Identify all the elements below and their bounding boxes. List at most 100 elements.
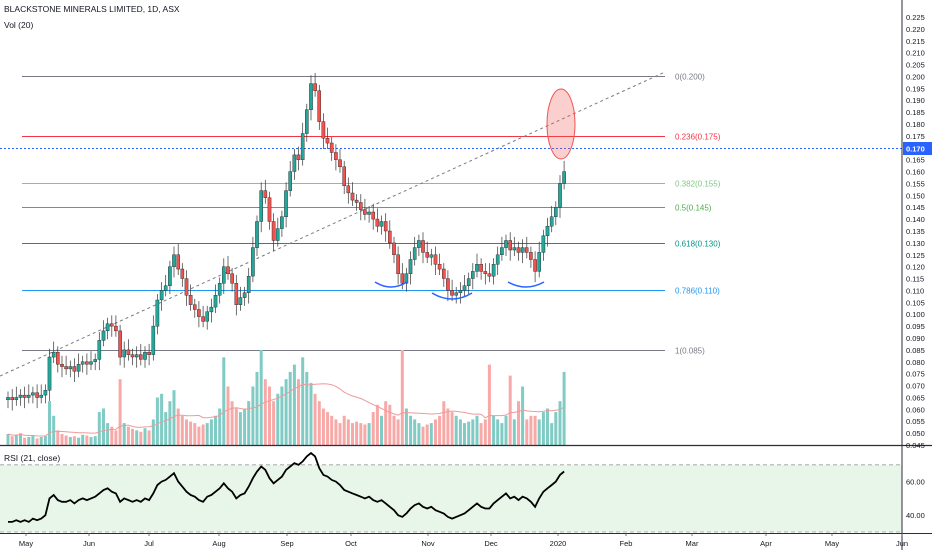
candle-body <box>151 325 156 355</box>
candle-body <box>114 325 118 332</box>
candle-body <box>359 202 363 210</box>
candle-body <box>545 225 550 236</box>
volume-bar <box>64 435 68 445</box>
volume-bar <box>342 415 346 445</box>
volume-bar <box>68 437 72 445</box>
candle-body <box>226 266 230 275</box>
highlight-ellipse[interactable] <box>546 88 576 160</box>
pattern-arc[interactable] <box>507 281 545 288</box>
volume-bar <box>189 421 193 445</box>
volume-bar <box>496 419 500 445</box>
candle-body <box>184 278 189 296</box>
candle-body <box>383 221 388 232</box>
candle-body <box>26 394 31 398</box>
pattern-arc[interactable] <box>374 281 408 288</box>
candle-body <box>309 83 313 110</box>
time-tick-label: Dec <box>484 539 498 548</box>
volume-bar <box>93 436 97 445</box>
candle-body <box>230 273 234 284</box>
price-tick-label: 0.065 <box>906 393 925 402</box>
candle-body <box>39 394 43 398</box>
volume-bar <box>517 401 520 445</box>
volume-bar <box>483 419 487 445</box>
volume-bar <box>131 428 134 445</box>
candle-body <box>408 259 413 275</box>
candle-body <box>105 323 110 332</box>
time-tick-label: Feb <box>620 539 633 548</box>
time-axis[interactable]: May Jun Jul Aug Sep Oct Nov Dec 2020 Feb Mar Apr May… <box>19 533 908 548</box>
volume-bar <box>155 397 159 445</box>
fib-retracement[interactable]: 0(0.200) 0.236(0.175) 0.382(0.155) 0.5(0.14… <box>0 71 902 377</box>
candle-body <box>491 264 496 277</box>
volume-bar <box>31 435 35 445</box>
candle-body <box>101 330 106 341</box>
volume-bar <box>467 421 471 445</box>
volume-bar <box>288 371 292 445</box>
volume-bar <box>201 424 205 445</box>
candle-body <box>205 311 210 322</box>
price-tick-label: 0.120 <box>906 263 925 272</box>
candle-body <box>118 330 122 358</box>
candle-body <box>51 352 56 358</box>
candle-body <box>180 268 185 279</box>
volume-bar <box>139 431 143 445</box>
volume-bar <box>309 382 313 445</box>
price-tick-label: 0.225 <box>906 13 925 22</box>
pattern-arc[interactable] <box>431 292 473 300</box>
volume-bar <box>305 371 309 445</box>
candle-body <box>466 278 471 286</box>
volume-bar <box>97 412 101 445</box>
candle-body <box>558 183 562 208</box>
candle-body <box>371 211 376 220</box>
volume-bar <box>151 419 155 445</box>
volume-bar <box>85 435 89 445</box>
candle-body <box>60 364 64 367</box>
candle-body <box>89 361 93 365</box>
candle-body <box>458 290 463 293</box>
fib-level-label: 0(0.200) <box>675 73 705 82</box>
annotations <box>374 88 576 300</box>
time-tick-label: May <box>19 539 33 548</box>
candle-body <box>317 90 322 122</box>
candle-body <box>93 359 97 362</box>
candle-body <box>288 171 293 191</box>
price-tick-label: 0.110 <box>906 286 924 295</box>
volume-bar <box>226 386 230 445</box>
price-tick-label: 0.105 <box>906 298 925 307</box>
volume-bar <box>23 437 27 445</box>
candle-body <box>209 306 214 313</box>
candle-body <box>554 206 558 217</box>
candle-body <box>97 340 102 360</box>
volume-bar <box>52 415 56 445</box>
volume-bar <box>425 424 429 445</box>
candle-body <box>56 352 60 365</box>
volume-bar <box>454 415 458 445</box>
price-tick-label: 0.160 <box>906 168 925 177</box>
candle-body <box>483 271 488 274</box>
candle-body <box>504 240 508 248</box>
candle-body <box>68 366 73 370</box>
volume-bar <box>209 419 213 445</box>
candle-body <box>234 283 239 305</box>
volume-bar <box>487 364 491 445</box>
candle-body <box>22 394 27 398</box>
time-tick-label: Aug <box>212 539 225 548</box>
volume-bar <box>558 401 562 445</box>
candle-body <box>437 264 442 270</box>
candle-body <box>263 190 268 198</box>
volume-ma-line <box>7 383 565 437</box>
volume-indicator-label: Vol (20) <box>4 20 33 30</box>
candle-body <box>363 209 367 215</box>
volume-bar <box>533 415 537 445</box>
candle-body <box>512 247 517 251</box>
candle-body <box>47 356 52 391</box>
volume-bar <box>367 423 371 445</box>
volume-bar <box>521 386 525 445</box>
candle-body <box>375 218 380 227</box>
candle-body <box>192 304 197 310</box>
time-tick-label: 2020 <box>550 539 567 548</box>
volume-bar <box>512 419 516 445</box>
volume-bar <box>238 412 242 445</box>
